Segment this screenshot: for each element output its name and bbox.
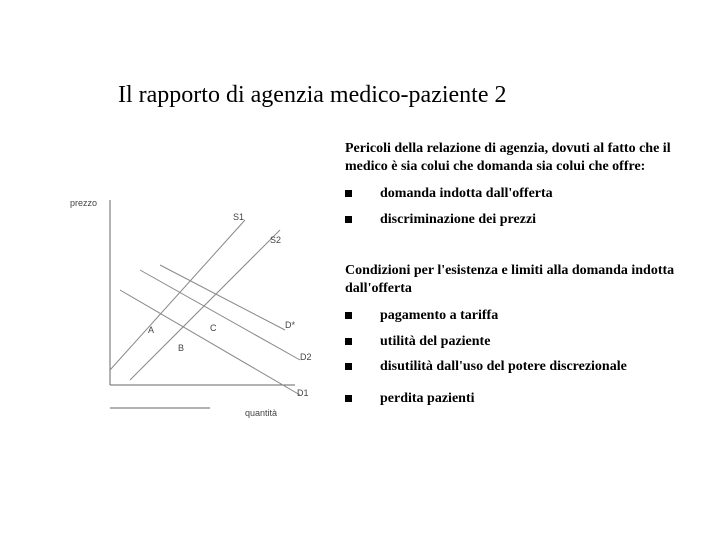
bullet-icon [345, 395, 352, 402]
label-c: C [210, 323, 217, 333]
bullet-icon [345, 363, 352, 370]
bullet-item: discriminazione dei prezzi [345, 211, 685, 229]
label-dstar: D* [285, 320, 295, 330]
page-title: Il rapporto di agenzia medico-paziente 2 [118, 82, 507, 109]
bullet-item: disutilità dall'uso del potere discrezio… [345, 358, 685, 376]
bullet-text: perdita pazienti [380, 390, 685, 408]
bullet-icon [345, 216, 352, 223]
bullet-icon [345, 190, 352, 197]
dangers-intro: Pericoli della relazione di agenzia, dov… [345, 140, 685, 175]
bullet-icon [345, 312, 352, 319]
bullet-text: domanda indotta dall'offerta [380, 185, 685, 203]
bullet-text: pagamento a tariffa [380, 307, 685, 325]
conditions-intro: Condizioni per l'esistenza e limiti alla… [345, 262, 685, 297]
supply-line-2 [130, 230, 280, 380]
label-b: B [178, 343, 184, 353]
supply-demand-chart: prezzo quantità S1 S2 D1 D2 D* A B C [100, 190, 320, 430]
demand-line-1 [120, 290, 300, 395]
label-d2: D2 [300, 352, 312, 362]
chart-svg [100, 190, 320, 420]
bullet-text: disutilità dall'uso del potere discrezio… [380, 358, 685, 376]
label-d1: D1 [297, 388, 309, 398]
label-s2: S2 [270, 235, 281, 245]
bullet-icon [345, 338, 352, 345]
y-axis-label: prezzo [70, 198, 97, 208]
label-s1: S1 [233, 212, 244, 222]
bullet-item: domanda indotta dall'offerta [345, 185, 685, 203]
bullet-item: pagamento a tariffa [345, 307, 685, 325]
bullet-text: utilità del paziente [380, 333, 685, 351]
x-axis-label: quantità [245, 408, 277, 418]
label-a: A [148, 325, 154, 335]
demand-line-star [160, 265, 285, 330]
bullet-item: perdita pazienti [345, 390, 685, 408]
bullet-text: discriminazione dei prezzi [380, 211, 685, 229]
bullet-item: utilità del paziente [345, 333, 685, 351]
text-column: Pericoli della relazione di agenzia, dov… [345, 140, 685, 415]
